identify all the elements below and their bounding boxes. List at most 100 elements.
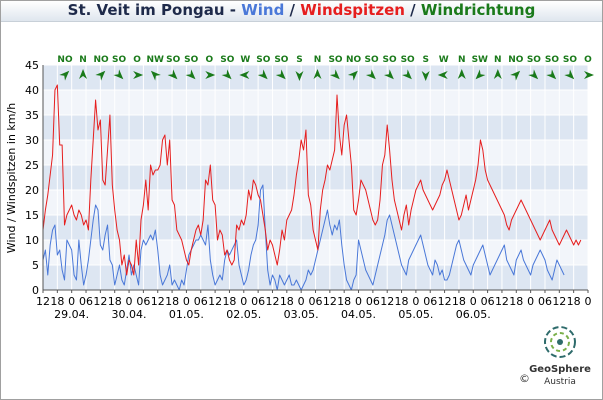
x-tick-label: 12 <box>36 295 50 308</box>
direction-label: N <box>494 55 502 65</box>
direction-label: N <box>314 55 322 65</box>
date-label: 06.05. <box>456 308 491 321</box>
direction-label: SO <box>365 55 379 65</box>
x-tick-label: 06 <box>251 295 265 308</box>
date-label: 29.04. <box>54 308 89 321</box>
direction-arrow-icon <box>133 71 144 79</box>
x-tick-label: 18 <box>395 295 409 308</box>
direction-label: SO <box>166 55 180 65</box>
direction-arrow-icon <box>295 71 304 81</box>
direction-label: SW <box>472 55 488 65</box>
x-tick-label: 06 <box>136 295 150 308</box>
direction-arrow-icon <box>205 71 216 79</box>
direction-label: SO <box>401 55 415 65</box>
date-label: 05.05. <box>398 308 433 321</box>
date-label: 01.05. <box>169 308 204 321</box>
direction-label: W <box>240 55 250 65</box>
x-tick-label: 0 <box>470 295 477 308</box>
x-tick-label: 12 <box>323 295 337 308</box>
direction-label: NW <box>146 55 164 65</box>
x-tick-label: 18 <box>452 295 466 308</box>
direction-label: SO <box>545 55 559 65</box>
direction-arrow-icon <box>401 69 412 80</box>
x-tick-label: 12 <box>495 295 509 308</box>
x-tick-label: 12 <box>552 295 566 308</box>
y-tick-label: 10 <box>25 234 39 247</box>
x-tick-label: 0 <box>68 295 75 308</box>
title-sep1: / <box>284 1 301 19</box>
direction-arrow-icon <box>475 69 486 80</box>
direction-label: SO <box>274 55 288 65</box>
x-tick-label: 12 <box>438 295 452 308</box>
title-wind: Wind <box>241 1 285 19</box>
title-gusts: Windspitzen <box>300 1 405 19</box>
direction-label: S <box>422 55 428 65</box>
direction-label: N <box>79 55 87 65</box>
x-tick-label: 0 <box>527 295 534 308</box>
x-tick-label: 0 <box>355 295 362 308</box>
x-tick-label: 0 <box>298 295 305 308</box>
direction-arrow-icon <box>421 71 430 81</box>
direction-label: O <box>133 55 141 65</box>
x-tick-label: 18 <box>165 295 179 308</box>
direction-label: SO <box>527 55 541 65</box>
y-axis-label: Wind / Windspitzen in km/h <box>5 103 18 253</box>
logo-name: GeoSphere <box>529 364 591 375</box>
y-tick-label: 15 <box>25 209 39 222</box>
x-tick-label: 06 <box>423 295 437 308</box>
direction-arrow-icon <box>257 69 268 80</box>
y-tick-label: 20 <box>25 184 39 197</box>
direction-label: SO <box>383 55 397 65</box>
date-label: 02.05. <box>226 308 261 321</box>
direction-arrow-icon <box>564 69 575 80</box>
chart-title: St. Veit im Pongau - Wind / Windspitzen … <box>0 1 603 19</box>
direction-label: O <box>584 55 592 65</box>
x-tick-label: 12 <box>93 295 107 308</box>
x-tick-label: 06 <box>538 295 552 308</box>
x-tick-label: 06 <box>309 295 323 308</box>
x-tick-label: 06 <box>79 295 93 308</box>
y-tick-label: 45 <box>25 59 39 72</box>
x-tick-label: 18 <box>108 295 122 308</box>
x-tick-label: 18 <box>222 295 236 308</box>
x-tick-label: 12 <box>151 295 165 308</box>
y-tick-label: 25 <box>25 159 39 172</box>
direction-label: O <box>205 55 213 65</box>
x-tick-label: 06 <box>366 295 380 308</box>
plot-axis <box>42 65 589 293</box>
title-station: St. Veit im Pongau - <box>67 1 242 19</box>
direction-label: NO <box>346 55 362 65</box>
x-tick-label: 18 <box>509 295 523 308</box>
y-tick-label: 5 <box>32 259 39 272</box>
x-tick-label: 12 <box>208 295 222 308</box>
x-tick-label: 0 <box>183 295 190 308</box>
date-labels: 29.04. 30.04. 01.05. 02.05. 03.05. 04.05. 05.0… <box>54 308 491 321</box>
direction-arrow-icon <box>239 71 250 79</box>
direction-label: S <box>296 55 302 65</box>
direction-arrow-icon <box>313 69 322 79</box>
series-line-gusts <box>42 84 582 276</box>
direction-label: SO <box>328 55 342 65</box>
title-direction: Windrichtung <box>420 1 536 19</box>
y-tick-label: 40 <box>25 84 39 97</box>
y-tick-label: 0 <box>32 284 39 297</box>
date-label: 30.04. <box>112 308 147 321</box>
direction-arrow-icon <box>79 69 88 79</box>
x-tick-label: 18 <box>337 295 351 308</box>
x-tick-label: 18 <box>50 295 64 308</box>
x-tick-label: 12 <box>380 295 394 308</box>
direction-arrow-icon <box>510 70 521 81</box>
direction-label: NO <box>57 55 73 65</box>
direction-label: SO <box>112 55 126 65</box>
x-axis-labels: 12 18 0 06 12 18 0 06 12 18 0 06 12 18 0 06 12 18 0 06 12 18 0… <box>36 295 592 308</box>
direction-arrow-icon <box>528 69 539 80</box>
direction-row: NO N NO SO O NW SO SO O SO W SO SO S N SO NO SO SO SO S W N SW N… <box>57 55 594 81</box>
direction-label: NO <box>93 55 109 65</box>
direction-label: SO <box>220 55 234 65</box>
date-label: 04.05. <box>341 308 376 321</box>
direction-arrow-icon <box>347 70 358 81</box>
direction-arrow-icon <box>457 69 466 79</box>
series-lines <box>42 84 582 291</box>
date-label: 03.05. <box>284 308 319 321</box>
